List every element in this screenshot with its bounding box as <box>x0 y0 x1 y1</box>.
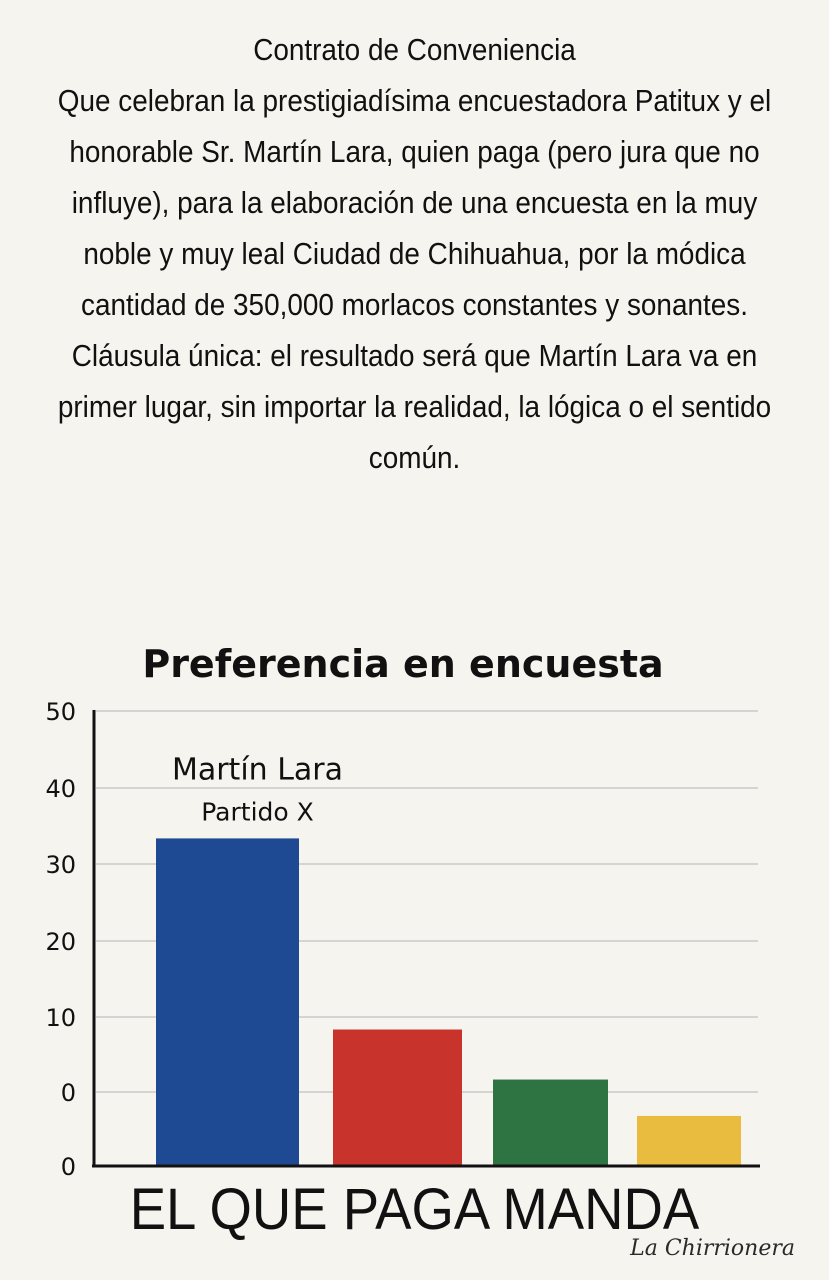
bar-annotation-name: Martín Lara <box>172 752 343 787</box>
bar-4 <box>637 1115 741 1166</box>
y-tick-label: 50 <box>45 698 76 726</box>
annotation-background <box>175 793 340 828</box>
y-tick-label: 30 <box>45 851 76 879</box>
bar-annotation-party: Partido X <box>201 797 314 826</box>
y-tick-label: 0 <box>61 1153 76 1180</box>
y-tick-label: 20 <box>45 928 76 956</box>
bar-2 <box>333 1029 462 1166</box>
bar-chart: Preferencia en encuesta 50 40 30 20 10 0 0 Mar… <box>45 642 760 1180</box>
contract-title: Contrato de Conveniencia <box>253 32 576 67</box>
y-axis-ticks: 50 40 30 20 10 0 0 <box>45 698 76 1180</box>
contract-clause: Cláusula única: el resultado será que Ma… <box>57 338 772 475</box>
y-tick-label: 10 <box>45 1004 76 1032</box>
bar-annotations: Martín Lara Partido X <box>172 752 343 828</box>
contract-text: Contrato de Conveniencia Que celebran la… <box>41 24 787 483</box>
y-tick-label: 40 <box>45 775 76 803</box>
y-tick-label: 0 <box>61 1079 76 1107</box>
chart-title: Preferencia en encuesta <box>142 642 663 686</box>
bars <box>156 838 741 1166</box>
contract-body: Que celebran la prestigiadísima encuesta… <box>57 83 772 322</box>
signature: La Chirrionera <box>630 1236 795 1261</box>
bar-1 <box>156 838 299 1166</box>
slogan: EL QUE PAGA MANDA <box>129 1177 700 1242</box>
bar-3 <box>493 1079 608 1166</box>
